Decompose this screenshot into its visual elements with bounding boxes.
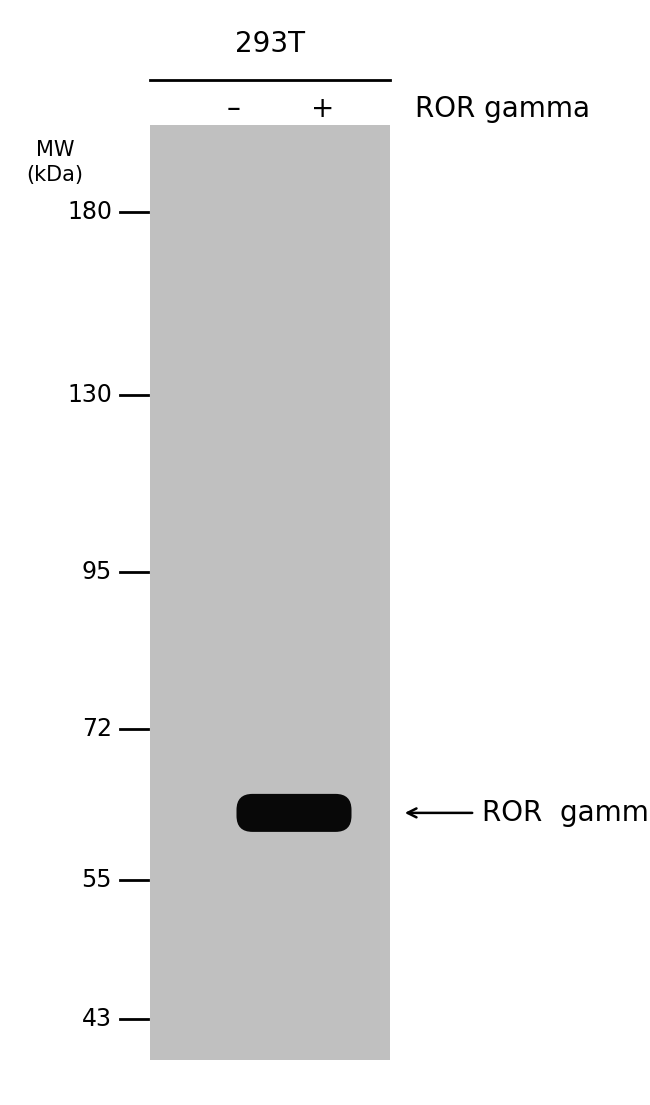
Text: +: +	[311, 95, 335, 123]
Text: ROR gamma: ROR gamma	[415, 95, 590, 123]
Text: MW
(kDa): MW (kDa)	[27, 140, 83, 185]
Text: 293T: 293T	[235, 30, 305, 57]
Text: ROR  gamma: ROR gamma	[482, 799, 650, 827]
Text: 55: 55	[81, 869, 112, 893]
Text: 180: 180	[67, 200, 112, 224]
FancyBboxPatch shape	[237, 793, 352, 832]
Text: –: –	[227, 95, 241, 123]
Text: 43: 43	[82, 1008, 112, 1031]
Text: 72: 72	[82, 716, 112, 740]
Bar	[150, 125, 390, 1060]
Text: 95: 95	[82, 560, 112, 585]
Text: 130: 130	[67, 383, 112, 408]
